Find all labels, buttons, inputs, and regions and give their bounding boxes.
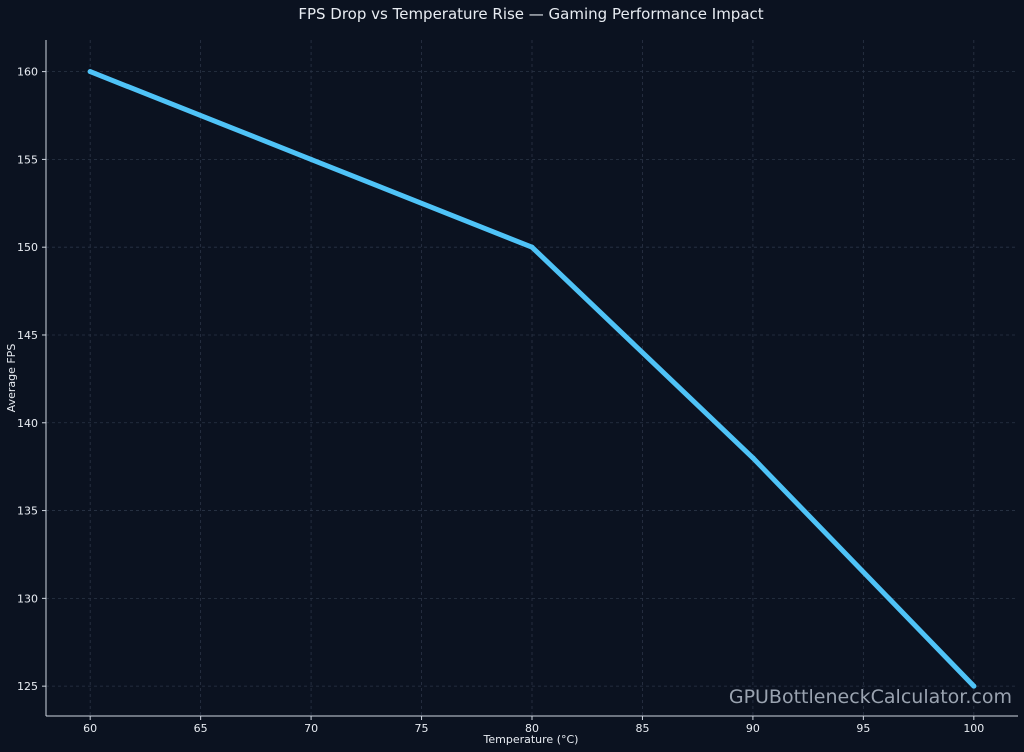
data-point-90 — [750, 455, 756, 461]
data-point-80 — [529, 244, 535, 250]
y-tick-label-155: 155 — [17, 153, 38, 166]
x-axis-label: Temperature (°C) — [483, 733, 579, 746]
y-tick-label-135: 135 — [17, 505, 38, 518]
x-tick-label-70: 70 — [304, 722, 318, 735]
grid — [46, 40, 1018, 716]
y-axis-label: Average FPS — [5, 344, 18, 413]
chart-title: FPS Drop vs Temperature Rise — Gaming Pe… — [298, 5, 763, 23]
data-point-100 — [971, 683, 977, 689]
y-tick-label-145: 145 — [17, 329, 38, 342]
x-tick-label-100: 100 — [963, 722, 984, 735]
x-tick-label-80: 80 — [525, 722, 539, 735]
y-tick-label-130: 130 — [17, 592, 38, 605]
series-group — [87, 69, 977, 689]
y-tick-label-125: 125 — [17, 680, 38, 693]
y-tick-label-140: 140 — [17, 417, 38, 430]
x-tick-label-95: 95 — [856, 722, 870, 735]
data-point-60 — [87, 69, 93, 75]
x-tick-label-90: 90 — [746, 722, 760, 735]
y-tick-label-160: 160 — [17, 66, 38, 79]
x-tick-label-60: 60 — [83, 722, 97, 735]
data-point-70 — [308, 156, 314, 162]
y-tick-label-150: 150 — [17, 241, 38, 254]
watermark-text: GPUBottleneckCalculator.com — [729, 686, 1012, 708]
x-tick-label-65: 65 — [194, 722, 208, 735]
tick-labels: 60 65 70 75 80 85 90 95 100 125 130 135 140 145 150 155… — [17, 66, 984, 735]
x-tick-label-85: 85 — [635, 722, 649, 735]
x-tick-label-75: 75 — [415, 722, 429, 735]
